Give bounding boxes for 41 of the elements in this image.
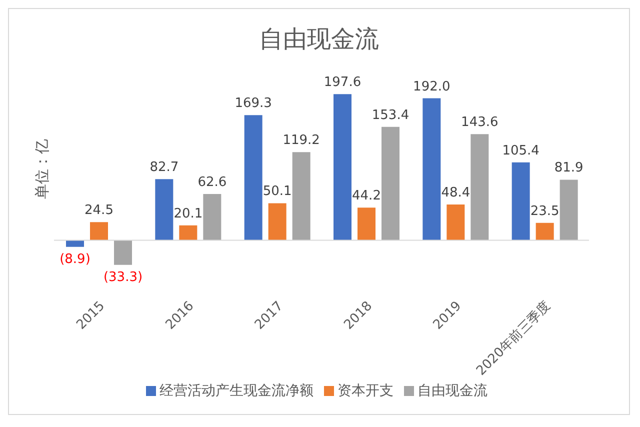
data-label: 44.2 [352, 188, 381, 204]
data-label: 82.7 [150, 160, 179, 176]
data-label: 48.4 [441, 185, 470, 200]
y-axis-title: 单位：亿 [33, 139, 51, 199]
bar [470, 134, 489, 240]
bar [422, 98, 441, 240]
bar [334, 94, 352, 240]
data-label: 197.6 [324, 75, 362, 90]
legend-label: 经营活动产生现金流净额 [160, 383, 314, 399]
bar [244, 115, 262, 240]
data-label: (8.9) [60, 252, 90, 267]
bar [358, 208, 376, 240]
data-label: 23.5 [530, 204, 560, 219]
data-label: 81.9 [554, 160, 584, 176]
bar [382, 126, 400, 240]
bar [292, 152, 310, 240]
bar [560, 180, 578, 240]
bar [90, 222, 108, 240]
bar [203, 194, 222, 240]
data-label: 169.3 [234, 96, 272, 112]
data-label: 192.0 [413, 79, 450, 94]
data-label: 50.1 [262, 184, 292, 200]
bar [155, 179, 174, 240]
data-label: 62.6 [198, 174, 227, 190]
data-label: 143.6 [461, 115, 498, 130]
bar [179, 225, 198, 240]
data-label: 153.4 [372, 108, 410, 123]
bar [66, 240, 84, 247]
data-label: (33.3) [103, 270, 143, 285]
data-label: 20.1 [174, 206, 203, 222]
data-label: 105.4 [502, 143, 540, 158]
bar [536, 222, 554, 240]
bar [512, 162, 530, 240]
bar [268, 203, 286, 240]
data-label: 24.5 [84, 203, 114, 218]
legend-label: 自由现金流 [418, 383, 488, 399]
bar [114, 240, 132, 265]
data-label: 119.2 [282, 133, 320, 148]
bar [446, 204, 465, 240]
legend-label: 资本开支 [338, 383, 394, 399]
chart-title: 自由现金流 [258, 24, 380, 55]
